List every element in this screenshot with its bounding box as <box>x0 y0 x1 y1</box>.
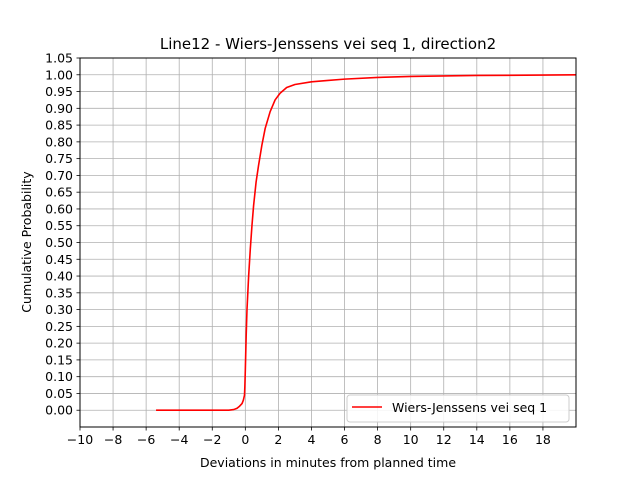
y-tick-label: 0.95 <box>45 84 73 99</box>
x-axis: −10 −8 −6 −4 −2 0 2 4 6 8 10 12 14 16 18 <box>67 427 551 447</box>
x-tick-label: 12 <box>436 432 452 447</box>
y-axis: 0.00 0.05 0.10 0.150.20 0.25 0.30 0.350.40 0.45… <box>45 51 80 418</box>
y-tick-label: 0.65 <box>45 185 73 200</box>
legend-label: Wiers-Jenssens vei seq 1 <box>392 400 547 415</box>
x-tick-label: −4 <box>170 432 188 447</box>
x-tick-label: 16 <box>502 432 518 447</box>
y-tick-label: 0.25 <box>45 319 73 334</box>
x-axis-label: Deviations in minutes from planned time <box>200 455 456 470</box>
x-tick-label: 0 <box>241 432 249 447</box>
y-tick-label: 0.05 <box>45 386 73 401</box>
y-axis-label: Cumulative Probability <box>19 171 34 313</box>
x-tick-label: 6 <box>341 432 349 447</box>
y-tick-label: 0.00 <box>45 403 73 418</box>
x-tick-label: −6 <box>137 432 155 447</box>
y-tick-label: 0.70 <box>45 168 73 183</box>
y-tick-label: 0.45 <box>45 252 73 267</box>
x-tick-label: 14 <box>469 432 485 447</box>
y-tick-label: 0.80 <box>45 134 73 149</box>
series-layer <box>156 73 577 412</box>
x-tick-label: 4 <box>307 432 315 447</box>
y-tick-label: 0.30 <box>45 302 73 317</box>
x-tick-label: 18 <box>535 432 551 447</box>
y-tick-label: 0.10 <box>45 369 73 384</box>
series-line <box>156 73 577 412</box>
x-tick-label: 8 <box>374 432 382 447</box>
y-tick-label: 0.90 <box>45 101 73 116</box>
y-tick-label: 0.50 <box>45 235 73 250</box>
x-tick-label: −2 <box>203 432 221 447</box>
legend-box <box>346 394 570 423</box>
y-tick-label: 0.60 <box>45 201 73 216</box>
y-tick-label: 0.75 <box>45 151 73 166</box>
x-tick-label: −8 <box>104 432 122 447</box>
x-tick-label: −10 <box>67 432 93 447</box>
x-tick-label: 10 <box>403 432 419 447</box>
y-tick-label: 0.40 <box>45 269 73 284</box>
y-tick-label: 0.55 <box>45 218 73 233</box>
y-tick-label: 0.85 <box>45 118 73 133</box>
y-tick-label: 0.20 <box>45 336 73 351</box>
chart-title: Line12 - Wiers-Jenssens vei seq 1, direc… <box>160 35 496 53</box>
y-tick-label: 0.15 <box>45 352 73 367</box>
y-tick-label: 0.35 <box>45 285 73 300</box>
legend: Wiers-Jenssens vei seq 1 <box>346 394 570 423</box>
y-tick-label: 1.05 <box>45 51 73 66</box>
x-tick-label: 2 <box>274 432 282 447</box>
y-tick-label: 1.00 <box>45 67 73 82</box>
